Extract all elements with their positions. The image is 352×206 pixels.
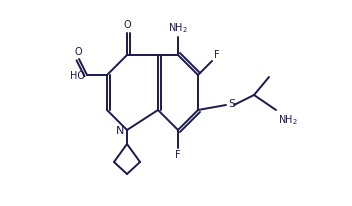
Text: O: O <box>74 47 82 57</box>
Text: HO: HO <box>70 71 85 81</box>
Text: O: O <box>123 20 131 30</box>
Text: F: F <box>175 150 181 160</box>
Text: S: S <box>228 99 235 109</box>
Text: F: F <box>214 50 220 60</box>
Text: NH$_2$: NH$_2$ <box>168 21 188 35</box>
Text: NH$_2$: NH$_2$ <box>278 113 298 127</box>
Text: N: N <box>115 126 124 136</box>
